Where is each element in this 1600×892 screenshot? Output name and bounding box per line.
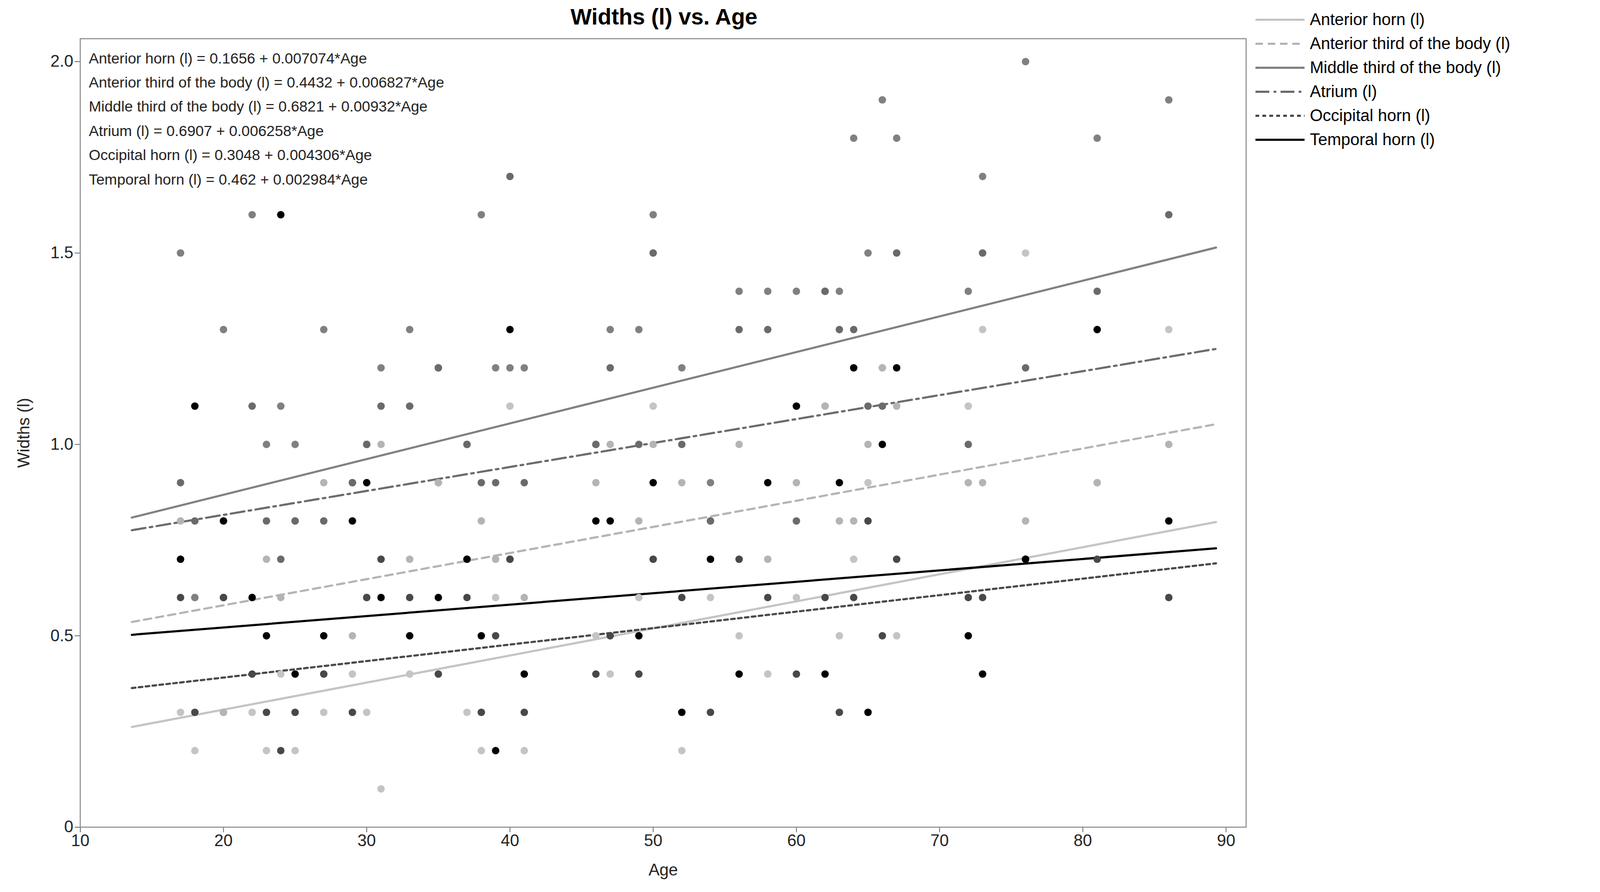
svg-text:70: 70 (930, 830, 949, 850)
svg-text:60: 60 (787, 830, 806, 850)
svg-text:2.0: 2.0 (50, 51, 74, 71)
svg-text:1.5: 1.5 (50, 243, 74, 262)
svg-text:40: 40 (500, 830, 519, 850)
svg-text:10: 10 (70, 830, 90, 850)
svg-text:0.5: 0.5 (50, 626, 74, 645)
svg-text:50: 50 (643, 830, 662, 850)
svg-text:20: 20 (214, 830, 233, 850)
svg-text:Anterior horn (l) = 0.1656 + 0: Anterior horn (l) = 0.1656 + 0.007074*Ag… (89, 50, 445, 188)
svg-text:Widths (l): Widths (l) (14, 397, 34, 468)
svg-text:1.0: 1.0 (50, 434, 74, 454)
svg-text:30: 30 (357, 830, 376, 850)
svg-text:Age: Age (648, 860, 678, 879)
svg-text:90: 90 (1217, 830, 1236, 850)
svg-text:80: 80 (1073, 830, 1092, 850)
